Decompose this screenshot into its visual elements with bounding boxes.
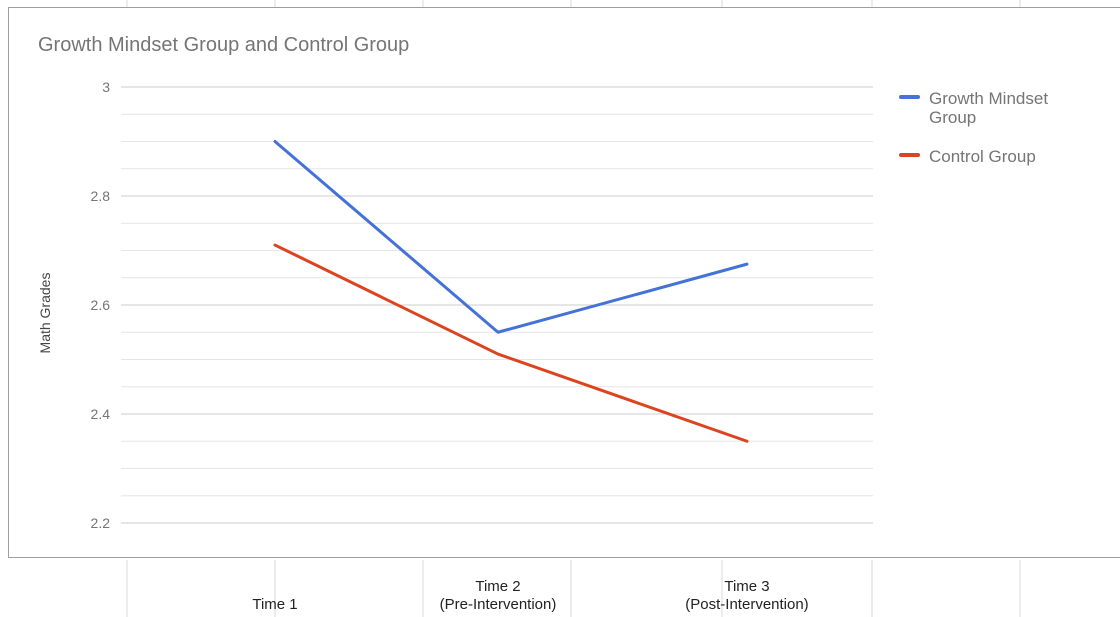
x-tick-label: Time 3 — [724, 578, 769, 595]
y-tick-label: 2.8 — [91, 188, 111, 204]
legend-label: Control Group — [929, 147, 1036, 166]
legend-label: Growth Mindset — [929, 89, 1048, 108]
y-tick-label: 3 — [102, 79, 110, 95]
x-tick-label: Time 2 — [475, 578, 520, 595]
x-tick-label: (Pre-Intervention) — [440, 596, 557, 613]
series-line — [273, 243, 749, 443]
chart-container[interactable] — [8, 7, 1120, 558]
y-tick-label: 2.4 — [91, 406, 111, 422]
y-tick-label: 2.6 — [91, 297, 111, 313]
series-line — [273, 140, 749, 334]
x-tick-label: Time 1 — [252, 596, 297, 613]
chart-title: Growth Mindset Group and Control Group — [38, 34, 410, 56]
legend-label: Group — [929, 108, 976, 127]
y-tick-label: 2.2 — [91, 515, 111, 531]
x-tick-label: (Post-Intervention) — [685, 596, 808, 613]
